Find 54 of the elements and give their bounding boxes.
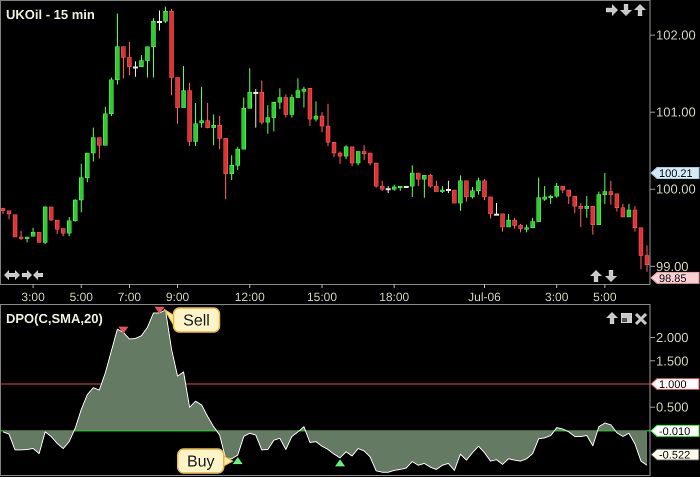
candlestick [452, 190, 457, 204]
series-label: Sell [183, 312, 210, 330]
x-tick-label: 3:00 [21, 290, 46, 304]
candlestick [458, 174, 463, 212]
chart-title: DPO(C,SMA,20) [6, 311, 103, 326]
candlestick [97, 137, 102, 159]
x-tick-label: 15:00 [306, 290, 338, 304]
candlestick [590, 206, 596, 236]
candlestick [410, 164, 415, 198]
y-tick-label: 2.000 [656, 330, 689, 346]
candlestick [163, 6, 168, 24]
ref-line-label: -0.010 [659, 426, 690, 438]
x-tick-label: 18:00 [379, 290, 410, 304]
chart-title: UKOil - 15 min [6, 7, 95, 22]
candlestick [584, 196, 590, 218]
x-tick-label: 9:00 [166, 290, 190, 304]
y-tick-label: 102.00 [656, 28, 696, 43]
candlestick [199, 86, 204, 128]
point [118, 326, 128, 334]
candlestick [314, 100, 318, 122]
y-tick-label: 0.500 [656, 400, 689, 415]
candlestick [350, 146, 354, 167]
y-tick-label: 100.00 [656, 182, 696, 197]
x-tick-label: 5:00 [593, 290, 617, 304]
candlestick [181, 65, 186, 108]
candlestick [356, 150, 360, 166]
text: 98.85 [659, 272, 687, 285]
x-tick-label: 3:00 [545, 290, 569, 304]
text: -0.522 [659, 450, 690, 462]
x-tick-label: Jul-06 [468, 290, 502, 304]
candlestick [193, 102, 198, 147]
point [232, 457, 243, 464]
x-tick-label: 7:00 [118, 290, 142, 304]
candlestick [626, 203, 632, 218]
ref-line-label: 1.000 [659, 379, 687, 391]
candlestick [36, 232, 42, 243]
x-tick-label: 5:00 [70, 290, 94, 304]
series-label: Buy [186, 454, 215, 470]
candlestick [422, 174, 427, 198]
text: 100.21 [659, 168, 693, 180]
candlestick [506, 213, 511, 228]
candlestick [211, 114, 216, 146]
y-tick-label: 101.00 [656, 104, 696, 120]
candlestick [284, 94, 288, 118]
y-tick-label: 1.500 [656, 353, 689, 368]
point [154, 306, 164, 314]
candlestick [416, 172, 421, 187]
point [335, 459, 346, 466]
candlestick [205, 102, 210, 129]
candlestick [500, 213, 505, 232]
candlestick [344, 144, 348, 160]
x-tick-label: 12:00 [234, 290, 266, 304]
candlestick [464, 180, 469, 202]
y-tick-label: 99.00 [656, 258, 689, 274]
